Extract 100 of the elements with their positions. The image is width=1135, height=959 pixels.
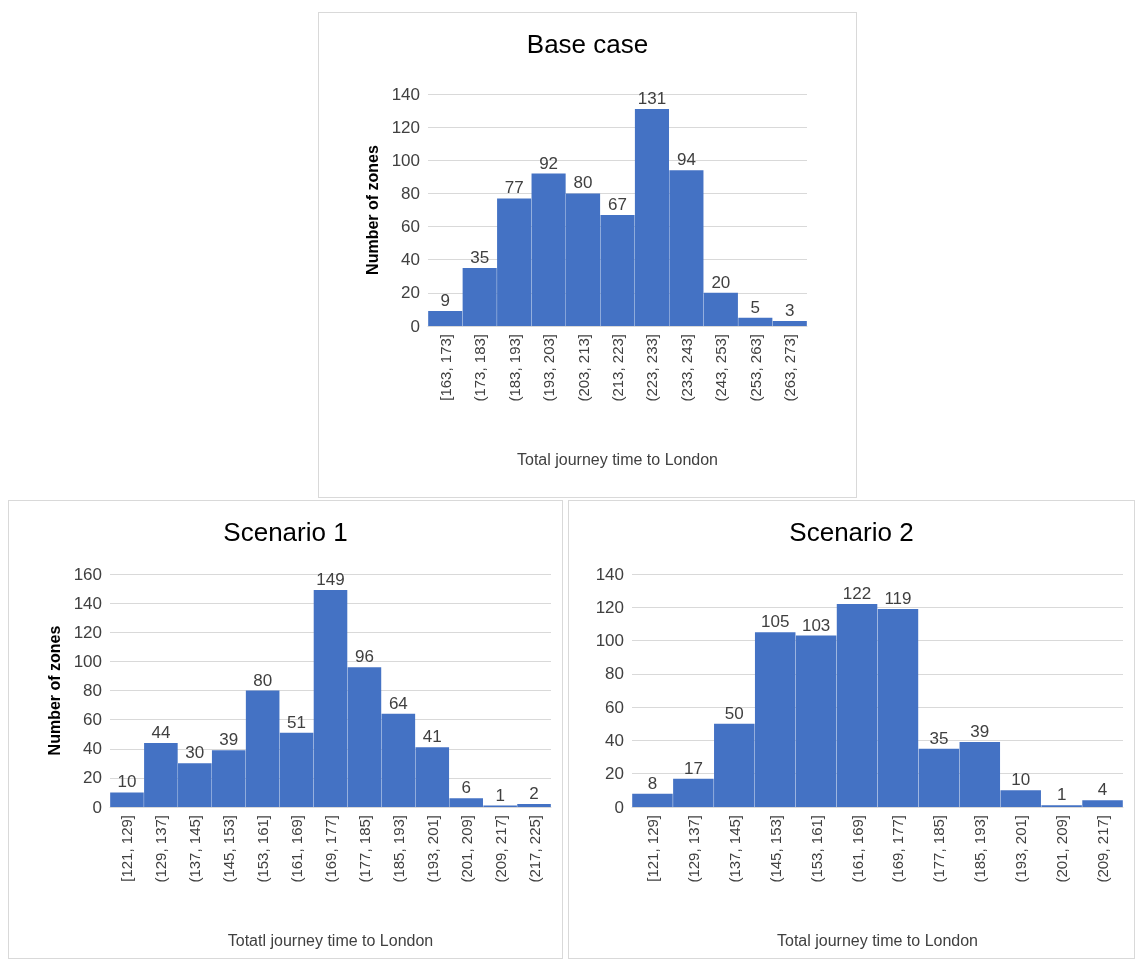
data-label: 94 (676, 150, 696, 170)
data-label: 77 (504, 178, 524, 198)
data-label: 122 (842, 583, 872, 603)
y-tick-label: 0 (410, 316, 420, 336)
y-tick-label: 80 (83, 681, 102, 700)
x-tick-label: (169, 177] (322, 815, 339, 883)
y-tick-label: 120 (391, 117, 420, 137)
chart-title: Base case (526, 29, 649, 59)
y-tick-label: 140 (73, 593, 102, 613)
y-tick-label: 60 (605, 697, 624, 717)
x-tick-label: (153, 161] (254, 815, 272, 883)
data-label: 3 (785, 301, 795, 321)
x-axis-title: Total journey time to London (516, 450, 719, 468)
x-tick-label: (145, 153] (766, 815, 784, 883)
x-tick-label: (193, 201] (1012, 815, 1030, 883)
data-label: 80 (253, 670, 273, 690)
x-tick-label: (217, 225] (525, 815, 543, 883)
data-label: 96 (354, 647, 374, 667)
data-label: 39 (219, 730, 239, 750)
y-tick-label: 100 (391, 150, 420, 170)
x-tick-label: (193, 201] (423, 815, 441, 883)
x-tick-label: (161, 169] (848, 815, 866, 883)
chart-title: Scenario 1 (223, 517, 348, 547)
y-tick-label: 100 (595, 631, 624, 651)
x-tick-label: (169, 177] (889, 815, 907, 883)
x-tick-label: [163, 173] (436, 334, 454, 401)
y-tick-label: 0 (92, 797, 102, 817)
y-tick-label: 120 (73, 622, 102, 642)
y-tick-label: 60 (83, 710, 102, 730)
data-label: 5 (750, 297, 761, 317)
data-label: 1 (495, 785, 505, 805)
x-tick-label: (137, 145] (186, 815, 204, 883)
x-tick-label: (209, 217] (1094, 815, 1112, 883)
data-label: 131 (637, 88, 667, 108)
data-label: 50 (724, 703, 744, 723)
data-label: 9 (440, 291, 450, 311)
x-tick-label: [121, 129] (118, 815, 136, 882)
x-tick-label: (129, 137] (152, 815, 170, 883)
x-tick-label: (213, 223] (609, 334, 626, 402)
data-label: 6 (461, 778, 471, 798)
data-label: 20 (711, 272, 731, 292)
x-axis-title: Total journey time to London (776, 931, 979, 949)
data-label: 67 (608, 194, 627, 214)
data-label: 1 (1056, 785, 1067, 805)
data-label: 10 (117, 772, 137, 792)
data-label: 39 (970, 722, 990, 742)
x-tick-label: (145, 153] (220, 815, 238, 883)
y-tick-label: 0 (614, 797, 624, 817)
y-tick-label: 100 (73, 651, 102, 671)
data-label: 30 (185, 743, 205, 763)
x-tick-label: (177, 185] (355, 815, 373, 883)
data-label: 35 (470, 248, 490, 267)
data-label: 64 (388, 693, 408, 713)
y-tick-label: 40 (605, 730, 624, 750)
x-tick-label: (243, 253] (712, 334, 730, 402)
y-tick-label: 140 (595, 564, 624, 584)
x-axis-title: Totatl journey time to London (227, 931, 434, 949)
x-tick-label: (161, 169] (288, 815, 306, 883)
x-tick-label: (263, 273] (781, 334, 799, 402)
data-label: 17 (683, 758, 703, 778)
data-label: 35 (929, 728, 949, 748)
y-tick-label: 40 (83, 739, 102, 759)
x-tick-label: (193, 203] (540, 334, 558, 402)
x-tick-label: (201, 209] (457, 815, 475, 883)
data-label: 8 (647, 773, 658, 793)
x-tick-label: (203, 213] (574, 334, 592, 402)
x-tick-label: (177, 185] (930, 815, 948, 883)
data-label: 41 (422, 727, 442, 747)
y-tick-label: 80 (401, 183, 420, 203)
y-tick-label: 80 (605, 664, 624, 684)
x-tick-label: [121, 129] (643, 815, 661, 882)
data-label: 80 (573, 173, 593, 193)
x-tick-label: (153, 161] (807, 815, 825, 883)
data-label: 92 (539, 153, 559, 173)
x-tick-label: (183, 193] (505, 334, 523, 402)
x-tick-label: (185, 193] (971, 815, 989, 883)
y-tick-label: 20 (401, 283, 420, 303)
y-tick-label: 160 (73, 564, 102, 584)
data-label: 103 (801, 615, 831, 635)
data-label: 4 (1097, 780, 1108, 800)
x-tick-label: (129, 137] (684, 815, 702, 883)
data-label: 119 (884, 588, 912, 608)
x-tick-label: (233, 243] (677, 334, 695, 402)
x-tick-label: (173, 183] (471, 334, 489, 402)
x-tick-label: (201, 209] (1053, 815, 1071, 883)
y-tick-label: 140 (391, 84, 420, 104)
y-axis-title: Number of zones (364, 145, 382, 275)
x-tick-label: (223, 233] (643, 334, 661, 402)
data-label: 51 (287, 712, 307, 732)
data-label: 149 (316, 570, 345, 590)
x-tick-label: (137, 145] (725, 815, 743, 883)
data-label: 10 (1011, 770, 1031, 790)
chart-title: Scenario 2 (789, 517, 914, 547)
x-tick-label: (253, 263] (746, 334, 764, 402)
y-axis-title: Number of zones (46, 625, 64, 756)
x-tick-label: (209, 217] (491, 815, 509, 883)
y-tick-label: 20 (605, 764, 624, 784)
y-tick-label: 20 (83, 768, 102, 788)
data-label: 105 (761, 612, 790, 632)
x-tick-label: (185, 193] (389, 815, 407, 883)
